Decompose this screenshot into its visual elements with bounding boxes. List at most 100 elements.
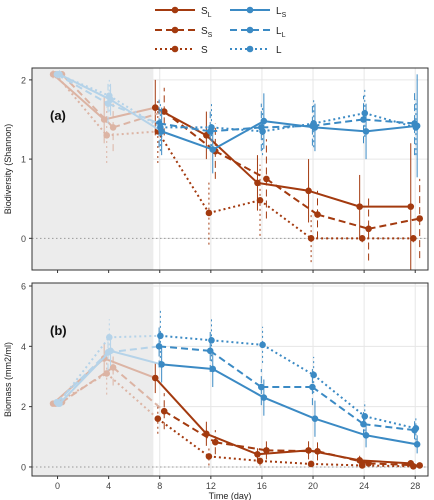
data-point [109, 124, 117, 131]
series-s [52, 70, 417, 263]
x-tick-label: 0 [55, 481, 60, 491]
series-l [54, 70, 420, 156]
data-point [103, 370, 111, 377]
data-point [263, 175, 270, 183]
series-segment [317, 450, 369, 465]
series-segment [106, 372, 159, 420]
series-segment [212, 120, 265, 151]
x-axis-title: Time (day) [209, 491, 252, 500]
series-segment [112, 366, 165, 412]
data-point [413, 441, 421, 448]
series-segment [110, 349, 162, 366]
data-point [360, 420, 367, 428]
panel-a-biodiversity: 0 1 2 Biodiversity (Shannon) (a) [3, 67, 429, 273]
series-segment [56, 73, 109, 105]
series-segment [154, 377, 208, 435]
data-point [412, 124, 420, 131]
data-point [410, 235, 417, 242]
series-l [54, 308, 420, 441]
series-segment [363, 118, 415, 125]
data-point [209, 146, 217, 153]
legend-marker [246, 45, 254, 53]
x-tick-label: 8 [157, 481, 162, 491]
series-segment [163, 410, 216, 444]
data-point [257, 383, 265, 391]
data-point [407, 203, 415, 210]
series-segment [157, 417, 210, 458]
data-point [361, 109, 369, 117]
series-segment [57, 73, 110, 97]
series-segment [159, 345, 211, 352]
legend-label: LS [276, 6, 287, 19]
data-point [157, 124, 164, 131]
series-segment [259, 459, 312, 465]
legend-item-l-blue: L [230, 45, 282, 56]
data-point [416, 215, 423, 222]
series-segment [314, 126, 367, 133]
x-axis [57, 270, 416, 273]
series-segment [215, 441, 267, 452]
y-tick-label: 0 [21, 462, 26, 472]
series-segment [314, 417, 367, 437]
data-point [160, 407, 168, 415]
series-segment [362, 464, 414, 468]
y-tick-label: 2 [21, 75, 26, 85]
series-segment [368, 462, 420, 467]
x-tick-label: 20 [308, 481, 318, 491]
legend-item-ss-brown: SS [155, 26, 213, 39]
x-tick-label: 16 [257, 481, 267, 491]
series-segment [107, 345, 160, 354]
data-point [160, 108, 168, 115]
data-point [209, 365, 217, 373]
x-tick-label: 4 [106, 481, 111, 491]
series-s [52, 352, 417, 470]
data-point [362, 128, 370, 135]
x-tick-label: 24 [359, 481, 369, 491]
data-point [314, 447, 321, 455]
y-tick-label: 1 [21, 155, 26, 165]
series-segment [110, 98, 163, 133]
data-point [105, 92, 113, 100]
data-point [410, 463, 417, 470]
y-tick-label: 6 [21, 282, 26, 292]
y-axis-title: Biodiversity (Shannon) [3, 124, 13, 215]
series-segment [161, 130, 214, 151]
y-tick-label: 0 [21, 234, 26, 244]
data-point [151, 104, 159, 111]
y-axis: 0 2 4 6 Biomass (mm2/ml) [3, 282, 32, 472]
data-point [307, 235, 315, 242]
data-point [256, 457, 264, 465]
series-segment [208, 199, 261, 214]
data-point [208, 336, 215, 344]
data-point [360, 116, 367, 123]
data-point [305, 187, 312, 195]
panel-label: (a) [50, 108, 66, 123]
data-point [416, 462, 423, 469]
legend-item-sl-brown: SL [155, 6, 212, 19]
y-axis: 0 1 2 Biodiversity (Shannon) [3, 75, 32, 244]
series-segment [214, 150, 267, 180]
series-segment [57, 336, 111, 405]
series-segment [52, 73, 105, 121]
data-point [365, 460, 372, 467]
data-point [109, 364, 117, 371]
data-point [254, 450, 261, 458]
data-point [361, 412, 369, 420]
legend-item-ll-blue: LL [230, 26, 286, 39]
series-segment [112, 110, 165, 129]
series-ss [58, 349, 423, 469]
series-segment [259, 199, 312, 240]
series-segment [365, 434, 418, 446]
legend-item-ls-blue: LS [230, 6, 287, 19]
series-segment [208, 455, 261, 462]
series-segment [109, 334, 161, 339]
series-segment [313, 112, 365, 125]
data-point [205, 209, 213, 217]
legend-label: LL [276, 26, 286, 39]
acclimation-shade [32, 283, 154, 476]
data-point [307, 460, 315, 468]
data-point [104, 100, 112, 107]
panel-border [31, 282, 429, 477]
data-point [104, 349, 112, 356]
legend-marker [171, 6, 179, 14]
